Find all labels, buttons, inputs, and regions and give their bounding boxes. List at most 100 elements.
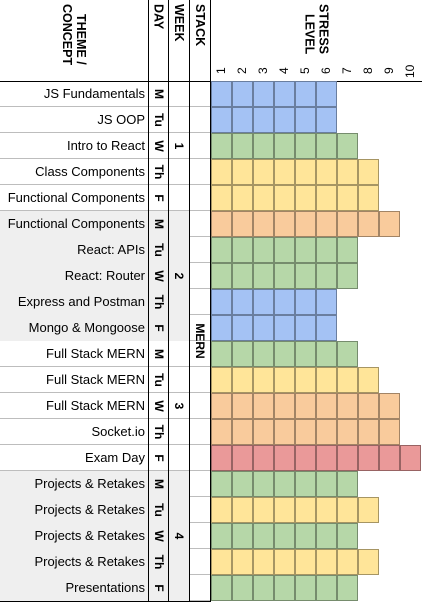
stress-cell	[211, 315, 232, 341]
stress-scale-6: 6	[319, 67, 333, 75]
stress-cell	[253, 523, 274, 549]
schedule-row: Mongo & Mongoose F	[0, 315, 211, 341]
schedule-row: Full Stack MERN Tu	[0, 367, 211, 393]
schedule-row: Functional Components M	[0, 211, 211, 237]
stress-cell	[232, 315, 253, 341]
stress-cell	[316, 289, 337, 315]
stress-cell	[295, 133, 316, 159]
day-cell: F	[149, 445, 169, 471]
schedule-row: JS Fundamentals M	[0, 81, 211, 107]
day-cell: M	[149, 81, 169, 107]
day-header: DAY	[149, 0, 169, 81]
stress-cell	[232, 471, 253, 497]
stress-cell	[295, 315, 316, 341]
stress-cell	[274, 445, 295, 471]
stress-cell	[337, 263, 358, 289]
theme-cell: Exam Day	[0, 445, 149, 471]
schedule-row: Projects & Retakes W	[0, 523, 211, 549]
schedule-row: Class Components Th	[0, 159, 211, 185]
stress-cell	[274, 211, 295, 237]
stress-cell	[211, 289, 232, 315]
stress-cell	[232, 107, 253, 133]
stress-cell	[316, 419, 337, 445]
stress-cell	[274, 263, 295, 289]
theme-cell: Intro to React	[0, 133, 149, 159]
stress-cell	[316, 471, 337, 497]
stress-cell	[316, 549, 337, 575]
stress-cell	[232, 133, 253, 159]
day-cell: Tu	[149, 237, 169, 263]
stress-cell	[358, 497, 379, 523]
stress-cell	[295, 575, 316, 601]
stress-cell	[316, 133, 337, 159]
day-cell: W	[149, 393, 169, 419]
stress-scale-10: 10	[403, 64, 417, 78]
stress-cell	[316, 263, 337, 289]
stress-cell	[295, 523, 316, 549]
stress-cell	[337, 159, 358, 185]
stress-cell	[316, 159, 337, 185]
schedule-row: Express and Postman Th	[0, 289, 211, 315]
stress-cell	[253, 185, 274, 211]
day-cell: W	[149, 133, 169, 159]
stress-cell	[358, 419, 379, 445]
week-cell: 1	[169, 81, 190, 211]
theme-cell: Class Components	[0, 159, 149, 185]
theme-cell: React: APIs	[0, 237, 149, 263]
stress-scale-7: 7	[340, 67, 354, 75]
stress-cell	[232, 549, 253, 575]
stress-level-header-label: STRESS LEVEL	[302, 4, 331, 55]
stress-cell	[295, 159, 316, 185]
theme-cell: Projects & Retakes	[0, 497, 149, 523]
stress-cell	[337, 575, 358, 601]
theme-cell: Projects & Retakes	[0, 549, 149, 575]
stress-cell	[337, 523, 358, 549]
stress-cell	[253, 107, 274, 133]
stress-cell	[295, 471, 316, 497]
stress-cell	[316, 107, 337, 133]
stress-cell	[316, 497, 337, 523]
stress-cell	[274, 237, 295, 263]
stack-header: STACK	[190, 0, 211, 81]
stress-cell	[232, 445, 253, 471]
stress-cell	[232, 289, 253, 315]
schedule-row: Projects & Retakes Th	[0, 549, 211, 575]
stress-cell	[274, 497, 295, 523]
stress-cell	[253, 289, 274, 315]
stress-cell	[274, 341, 295, 367]
day-label: M	[151, 479, 166, 489]
day-cell: M	[149, 471, 169, 497]
stress-cell	[232, 367, 253, 393]
stress-cell	[295, 367, 316, 393]
stress-cell	[358, 367, 379, 393]
stress-cell	[232, 185, 253, 211]
week-label: 4	[172, 532, 186, 540]
day-label: W	[151, 270, 166, 282]
day-cell: Th	[149, 159, 169, 185]
theme-cell: Projects & Retakes	[0, 523, 149, 549]
stack-cell: MERN	[190, 81, 211, 601]
stress-cell	[379, 211, 400, 237]
stress-cell	[232, 419, 253, 445]
day-cell: W	[149, 263, 169, 289]
stress-cell	[253, 211, 274, 237]
stress-cell	[211, 575, 232, 601]
day-cell: Th	[149, 419, 169, 445]
stress-cell	[211, 237, 232, 263]
stress-cell	[253, 81, 274, 107]
stress-cell	[211, 549, 232, 575]
stress-cell	[274, 367, 295, 393]
stress-cell	[211, 393, 232, 419]
schedule-row: Presentations F	[0, 575, 211, 601]
day-label: F	[151, 194, 166, 202]
theme-cell: Functional Components	[0, 185, 149, 211]
day-cell: Tu	[149, 367, 169, 393]
schedule-row: Full Stack MERN M	[0, 341, 211, 367]
stress-cell	[253, 575, 274, 601]
stress-cell	[232, 523, 253, 549]
stress-cell	[232, 211, 253, 237]
day-cell: Tu	[149, 107, 169, 133]
stress-cell	[295, 107, 316, 133]
stress-cell	[211, 341, 232, 367]
day-label: F	[151, 454, 166, 462]
